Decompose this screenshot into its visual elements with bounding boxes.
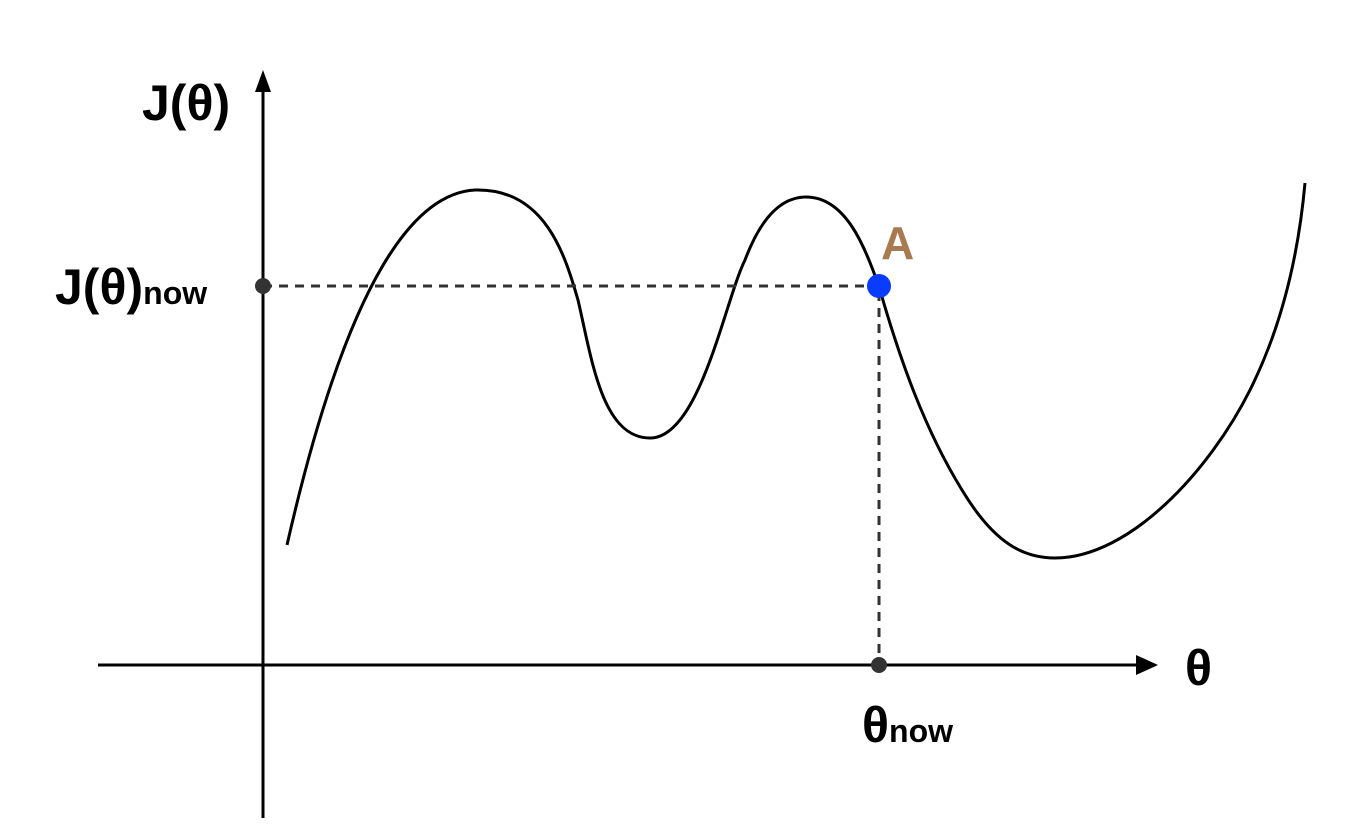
y-axis-arrowhead (255, 70, 271, 92)
theta-now-main: θ (862, 697, 890, 753)
point-a-label: A (881, 217, 915, 269)
j-now-subscript: now (143, 275, 208, 311)
point-a-dot (867, 274, 891, 298)
y-axis-label: J(θ) (142, 75, 231, 131)
j-now-marker (255, 278, 271, 294)
j-now-main: J(θ) (55, 259, 144, 315)
x-axis-label: θ (1185, 640, 1213, 696)
cost-curve (285, 182, 1307, 560)
theta-now-marker (871, 657, 887, 673)
theta-now-subscript: now (889, 713, 954, 749)
j-now-label: J(θ)now (55, 262, 207, 312)
x-axis-arrowhead (1136, 655, 1158, 675)
theta-now-label: θnow (862, 700, 953, 750)
